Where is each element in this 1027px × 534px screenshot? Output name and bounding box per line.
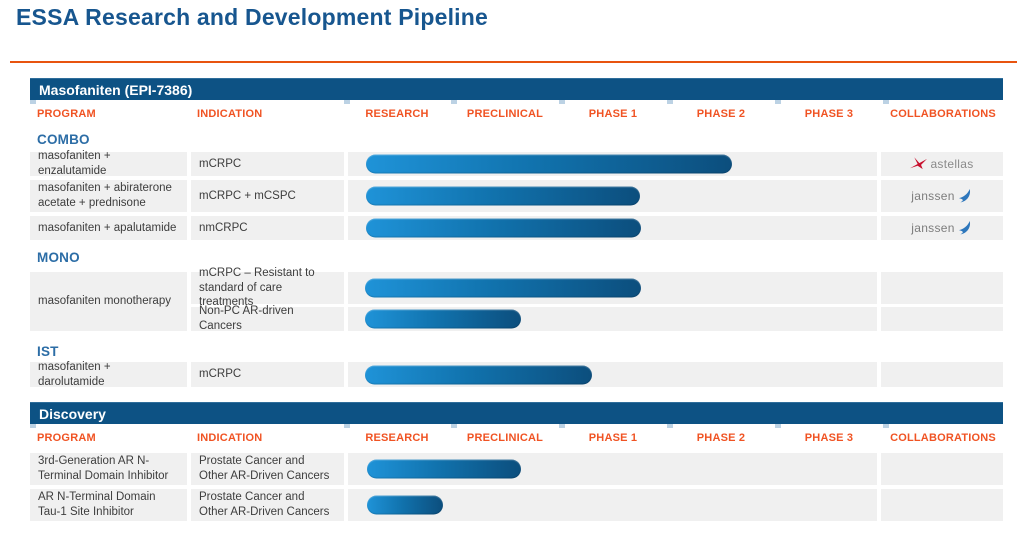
- phase-tick: [30, 100, 36, 104]
- section-title: Discovery: [39, 405, 106, 422]
- indication-cell: Non-PC AR-driven Cancers: [191, 305, 344, 332]
- phase-tick: [30, 424, 36, 428]
- phase-tick: [775, 100, 781, 104]
- phase-track: [348, 307, 877, 331]
- column-header-phase3: PHASE 3: [804, 108, 854, 120]
- section-title: Masofaniten (EPI-7386): [39, 81, 193, 98]
- group-label-ist: IST: [37, 343, 59, 359]
- astellas-logo-text: astellas: [930, 157, 974, 171]
- table-row: AR N-Terminal Domain Tau-1 Site Inhibito…: [30, 489, 1003, 521]
- column-header-research: RESEARCH: [365, 432, 429, 444]
- column-header-indication: INDICATION: [197, 108, 263, 120]
- pipeline-bar: [365, 309, 521, 329]
- page-title: ESSA Research and Development Pipeline: [16, 4, 489, 30]
- column-header-phase3: PHASE 3: [804, 432, 854, 444]
- janssen-logo-text: janssen: [911, 221, 955, 235]
- column-header-research: RESEARCH: [365, 108, 429, 120]
- orange-divider: [10, 61, 1017, 63]
- collaboration-cell: [881, 362, 1003, 387]
- astellas-logo: astellas: [910, 157, 973, 171]
- table-row: masofaniten + enzalutamide mCRPC astella…: [30, 150, 1003, 177]
- pipeline-bar: [365, 365, 592, 384]
- column-header-row: PROGRAM INDICATION RESEARCH PRECLINICAL …: [30, 100, 1003, 126]
- phase-tick: [344, 424, 350, 428]
- discovery-rows: 3rd-Generation AR N-Terminal Domain Inhi…: [30, 453, 1003, 521]
- column-header-preclinical: PRECLINICAL: [466, 432, 544, 444]
- janssen-logo: janssen: [911, 188, 972, 204]
- table-row: 3rd-Generation AR N-Terminal Domain Inhi…: [30, 453, 1003, 485]
- janssen-logo: janssen: [911, 220, 972, 236]
- phase-track: [348, 152, 877, 176]
- indication-cell: Prostate Cancer and Other AR-Driven Canc…: [191, 453, 344, 485]
- group-label-mono: MONO: [37, 249, 80, 265]
- phase-track: [348, 489, 877, 521]
- group-label-combo: COMBO: [37, 131, 90, 147]
- column-header-row: PROGRAM INDICATION RESEARCH PRECLINICAL …: [30, 424, 1003, 450]
- phase-tick: [344, 100, 350, 104]
- phase-tick: [883, 100, 889, 104]
- column-header-collaborations: COLLABORATIONS: [890, 108, 996, 120]
- janssen-swoosh-icon: [958, 188, 970, 202]
- phase-tick: [667, 424, 673, 428]
- phase-tick: [775, 424, 781, 428]
- program-cell: 3rd-Generation AR N-Terminal Domain Inhi…: [30, 453, 187, 485]
- phase-tick: [451, 424, 457, 428]
- phase-tick: [559, 100, 565, 104]
- column-header-phase1: PHASE 1: [588, 108, 638, 120]
- column-header-program: PROGRAM: [37, 432, 96, 444]
- phase-tick: [667, 100, 673, 104]
- phase-tick: [451, 100, 457, 104]
- pipeline-bar: [365, 218, 642, 238]
- indication-cell: nmCRPC: [191, 216, 344, 240]
- pipeline-bar: [365, 186, 640, 206]
- column-header-preclinical: PRECLINICAL: [466, 108, 544, 120]
- column-header-phase2: PHASE 2: [696, 432, 746, 444]
- pipeline-bar: [365, 154, 733, 174]
- table-row: masofaniten + darolutamide mCRPC: [30, 361, 1003, 388]
- phase-track: [348, 272, 877, 304]
- phase-track: [348, 216, 877, 240]
- phase-track: [348, 180, 877, 212]
- phase-tick: [883, 424, 889, 428]
- pipeline-bar: [365, 278, 642, 298]
- indication-cell: mCRPC: [191, 362, 344, 387]
- program-cell: AR N-Terminal Domain Tau-1 Site Inhibito…: [30, 489, 187, 521]
- phase-tick: [559, 424, 565, 428]
- collaboration-cell: [881, 307, 1003, 331]
- collaboration-cell: janssen: [881, 180, 1003, 212]
- indication-cell: mCRPC: [191, 152, 344, 176]
- table-row-group-mono: masofaniten monotherapy mCRPC – Resistan…: [30, 267, 1003, 332]
- section-header-discovery: Discovery: [30, 402, 1003, 428]
- astellas-star-icon: [910, 157, 928, 170]
- table-row: masofaniten + abiraterone acetate + pred…: [30, 180, 1003, 212]
- phase-track: [348, 362, 877, 387]
- program-cell: masofaniten + abiraterone acetate + pred…: [30, 180, 187, 212]
- column-header-phase2: PHASE 2: [696, 108, 746, 120]
- column-header-program: PROGRAM: [37, 108, 96, 120]
- pipeline-bar: [367, 459, 521, 479]
- collaboration-cell: [881, 489, 1003, 521]
- program-cell: masofaniten + darolutamide: [30, 361, 187, 388]
- column-header-indication: INDICATION: [197, 432, 263, 444]
- program-cell: masofaniten + enzalutamide: [30, 150, 187, 177]
- pipeline-bar: [367, 495, 444, 515]
- program-cell: masofaniten + apalutamide: [30, 216, 187, 240]
- indication-cell: Prostate Cancer and Other AR-Driven Canc…: [191, 489, 344, 521]
- collaboration-cell: janssen: [881, 216, 1003, 240]
- column-header-phase1: PHASE 1: [588, 432, 638, 444]
- collaboration-cell: [881, 272, 1003, 304]
- collaboration-cell: [881, 453, 1003, 485]
- janssen-swoosh-icon: [958, 220, 970, 234]
- phase-track: [348, 453, 877, 485]
- janssen-logo-text: janssen: [911, 189, 955, 203]
- column-header-collaborations: COLLABORATIONS: [890, 432, 996, 444]
- program-cell: masofaniten monotherapy: [30, 272, 187, 331]
- indication-cell: mCRPC + mCSPC: [191, 180, 344, 212]
- section-header-masofaniten: Masofaniten (EPI-7386): [30, 78, 1003, 104]
- indication-cell: mCRPC – Resistant to standard of care tr…: [191, 267, 344, 308]
- table-row: masofaniten + apalutamide nmCRPC janssen: [30, 216, 1003, 240]
- collaboration-cell: astellas: [881, 152, 1003, 176]
- pipeline-table: Masofaniten (EPI-7386) PROGRAM INDICATIO…: [30, 78, 1003, 525]
